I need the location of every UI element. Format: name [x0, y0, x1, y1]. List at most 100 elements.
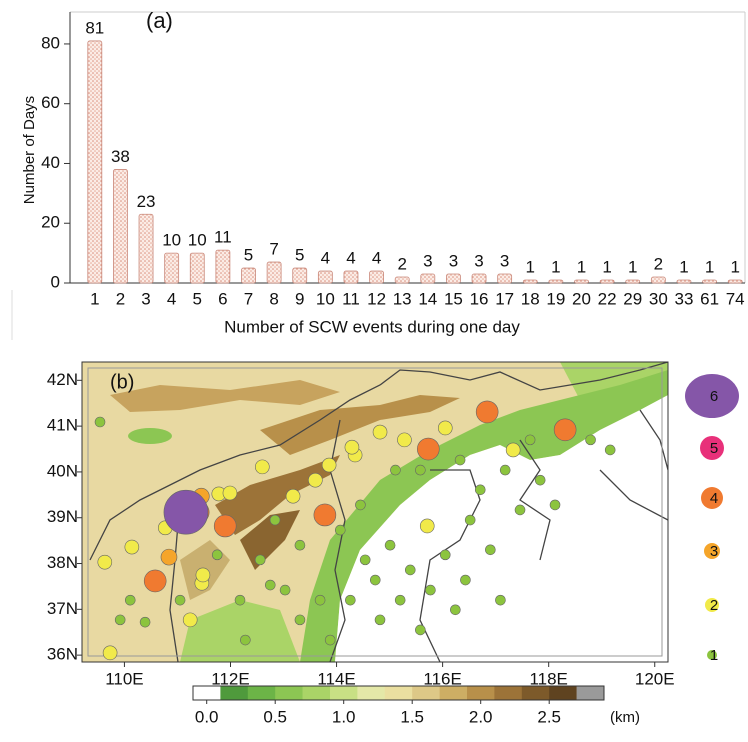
station [375, 615, 385, 625]
y-tick-label: 37N [47, 599, 78, 618]
colorbar-tick-label: 1.5 [400, 707, 424, 726]
station [125, 595, 135, 605]
legend-label: 2 [710, 597, 718, 614]
bar [703, 280, 717, 283]
bar [242, 268, 256, 283]
x-tick-label: 110E [105, 669, 143, 688]
y-tick-label: 38N [47, 553, 78, 572]
value-label: 11 [214, 228, 232, 247]
bar [190, 253, 204, 283]
station [125, 540, 139, 554]
value-label: 3 [423, 252, 432, 271]
x-tick-label: 17 [495, 289, 514, 308]
x-tick-label: 18 [521, 289, 540, 308]
colorbar-swatch [275, 686, 303, 700]
figure: (a) Number of Days Number of SCW events … [0, 0, 748, 742]
station [255, 555, 265, 565]
value-label: 2 [397, 255, 406, 274]
x-tick-label: 3 [141, 289, 150, 308]
colorbar-swatch [440, 686, 468, 700]
colorbar-swatch [549, 686, 577, 700]
y-axis-label: Number of Days [21, 96, 38, 204]
value-label: 4 [346, 249, 355, 268]
station [395, 595, 405, 605]
bar [626, 280, 640, 283]
bar [344, 271, 358, 283]
x-tick-label: 11 [342, 289, 360, 308]
colorbar-swatch [330, 686, 358, 700]
bar [165, 253, 179, 283]
colorbar-swatch [577, 686, 605, 700]
value-label: 10 [188, 231, 207, 250]
station [506, 443, 520, 457]
bar [446, 274, 460, 283]
legend-label: 4 [710, 490, 718, 507]
station [255, 460, 269, 474]
station [405, 565, 415, 575]
station [438, 421, 452, 435]
station [345, 595, 355, 605]
bar [318, 271, 332, 283]
station [500, 465, 510, 475]
colorbar-swatch [357, 686, 385, 700]
station [525, 435, 535, 445]
station [235, 595, 245, 605]
x-tick-label: 15 [444, 289, 463, 308]
station [175, 595, 185, 605]
station [270, 515, 280, 525]
station [223, 486, 237, 500]
x-tick-label: 61 [700, 289, 719, 308]
station [415, 465, 425, 475]
station [515, 505, 525, 515]
bar [498, 274, 512, 283]
station [335, 525, 345, 535]
station [373, 425, 387, 439]
colorbar-unit: (km) [610, 709, 640, 726]
colorbar-swatch [522, 686, 550, 700]
bar [472, 274, 486, 283]
y-tick-label: 41N [47, 416, 78, 435]
bar [88, 41, 102, 283]
x-tick-label: 33 [675, 289, 694, 308]
value-label: 4 [321, 249, 330, 268]
colorbar-swatch [412, 686, 440, 700]
x-tick-label: 29 [623, 289, 642, 308]
value-label: 1 [602, 257, 611, 276]
x-tick-label: 6 [218, 289, 227, 308]
station [140, 617, 150, 627]
station [115, 615, 125, 625]
station [535, 475, 545, 485]
x-tick-label: 120E [635, 669, 675, 688]
station [164, 490, 208, 534]
colorbar-tick-label: 2.5 [537, 707, 561, 726]
station [295, 540, 305, 550]
y-tick-label: 0 [51, 272, 60, 291]
annotation: (b) [110, 371, 134, 393]
bar [549, 280, 563, 283]
value-label: 23 [137, 192, 156, 211]
station [495, 595, 505, 605]
station [455, 455, 465, 465]
bar [293, 268, 307, 283]
x-axis-label: Number of SCW events during one day [224, 317, 520, 336]
station [370, 575, 380, 585]
station [450, 605, 460, 615]
station [390, 465, 400, 475]
bar [421, 274, 435, 283]
annotation: (a) [146, 8, 173, 33]
bar [113, 169, 127, 283]
station [196, 568, 210, 582]
value-label: 3 [449, 252, 458, 271]
station [397, 433, 411, 447]
value-label: 3 [500, 252, 509, 271]
station [425, 585, 435, 595]
bar [575, 280, 589, 283]
value-label: 1 [730, 257, 739, 276]
value-label: 2 [654, 255, 663, 274]
colorbar-swatch [248, 686, 276, 700]
station [345, 440, 359, 454]
y-tick-label: 39N [47, 507, 78, 526]
y-tick-label: 20 [41, 213, 60, 232]
colorbar-tick-label: 0.0 [195, 707, 219, 726]
x-tick-label: 19 [546, 289, 565, 308]
